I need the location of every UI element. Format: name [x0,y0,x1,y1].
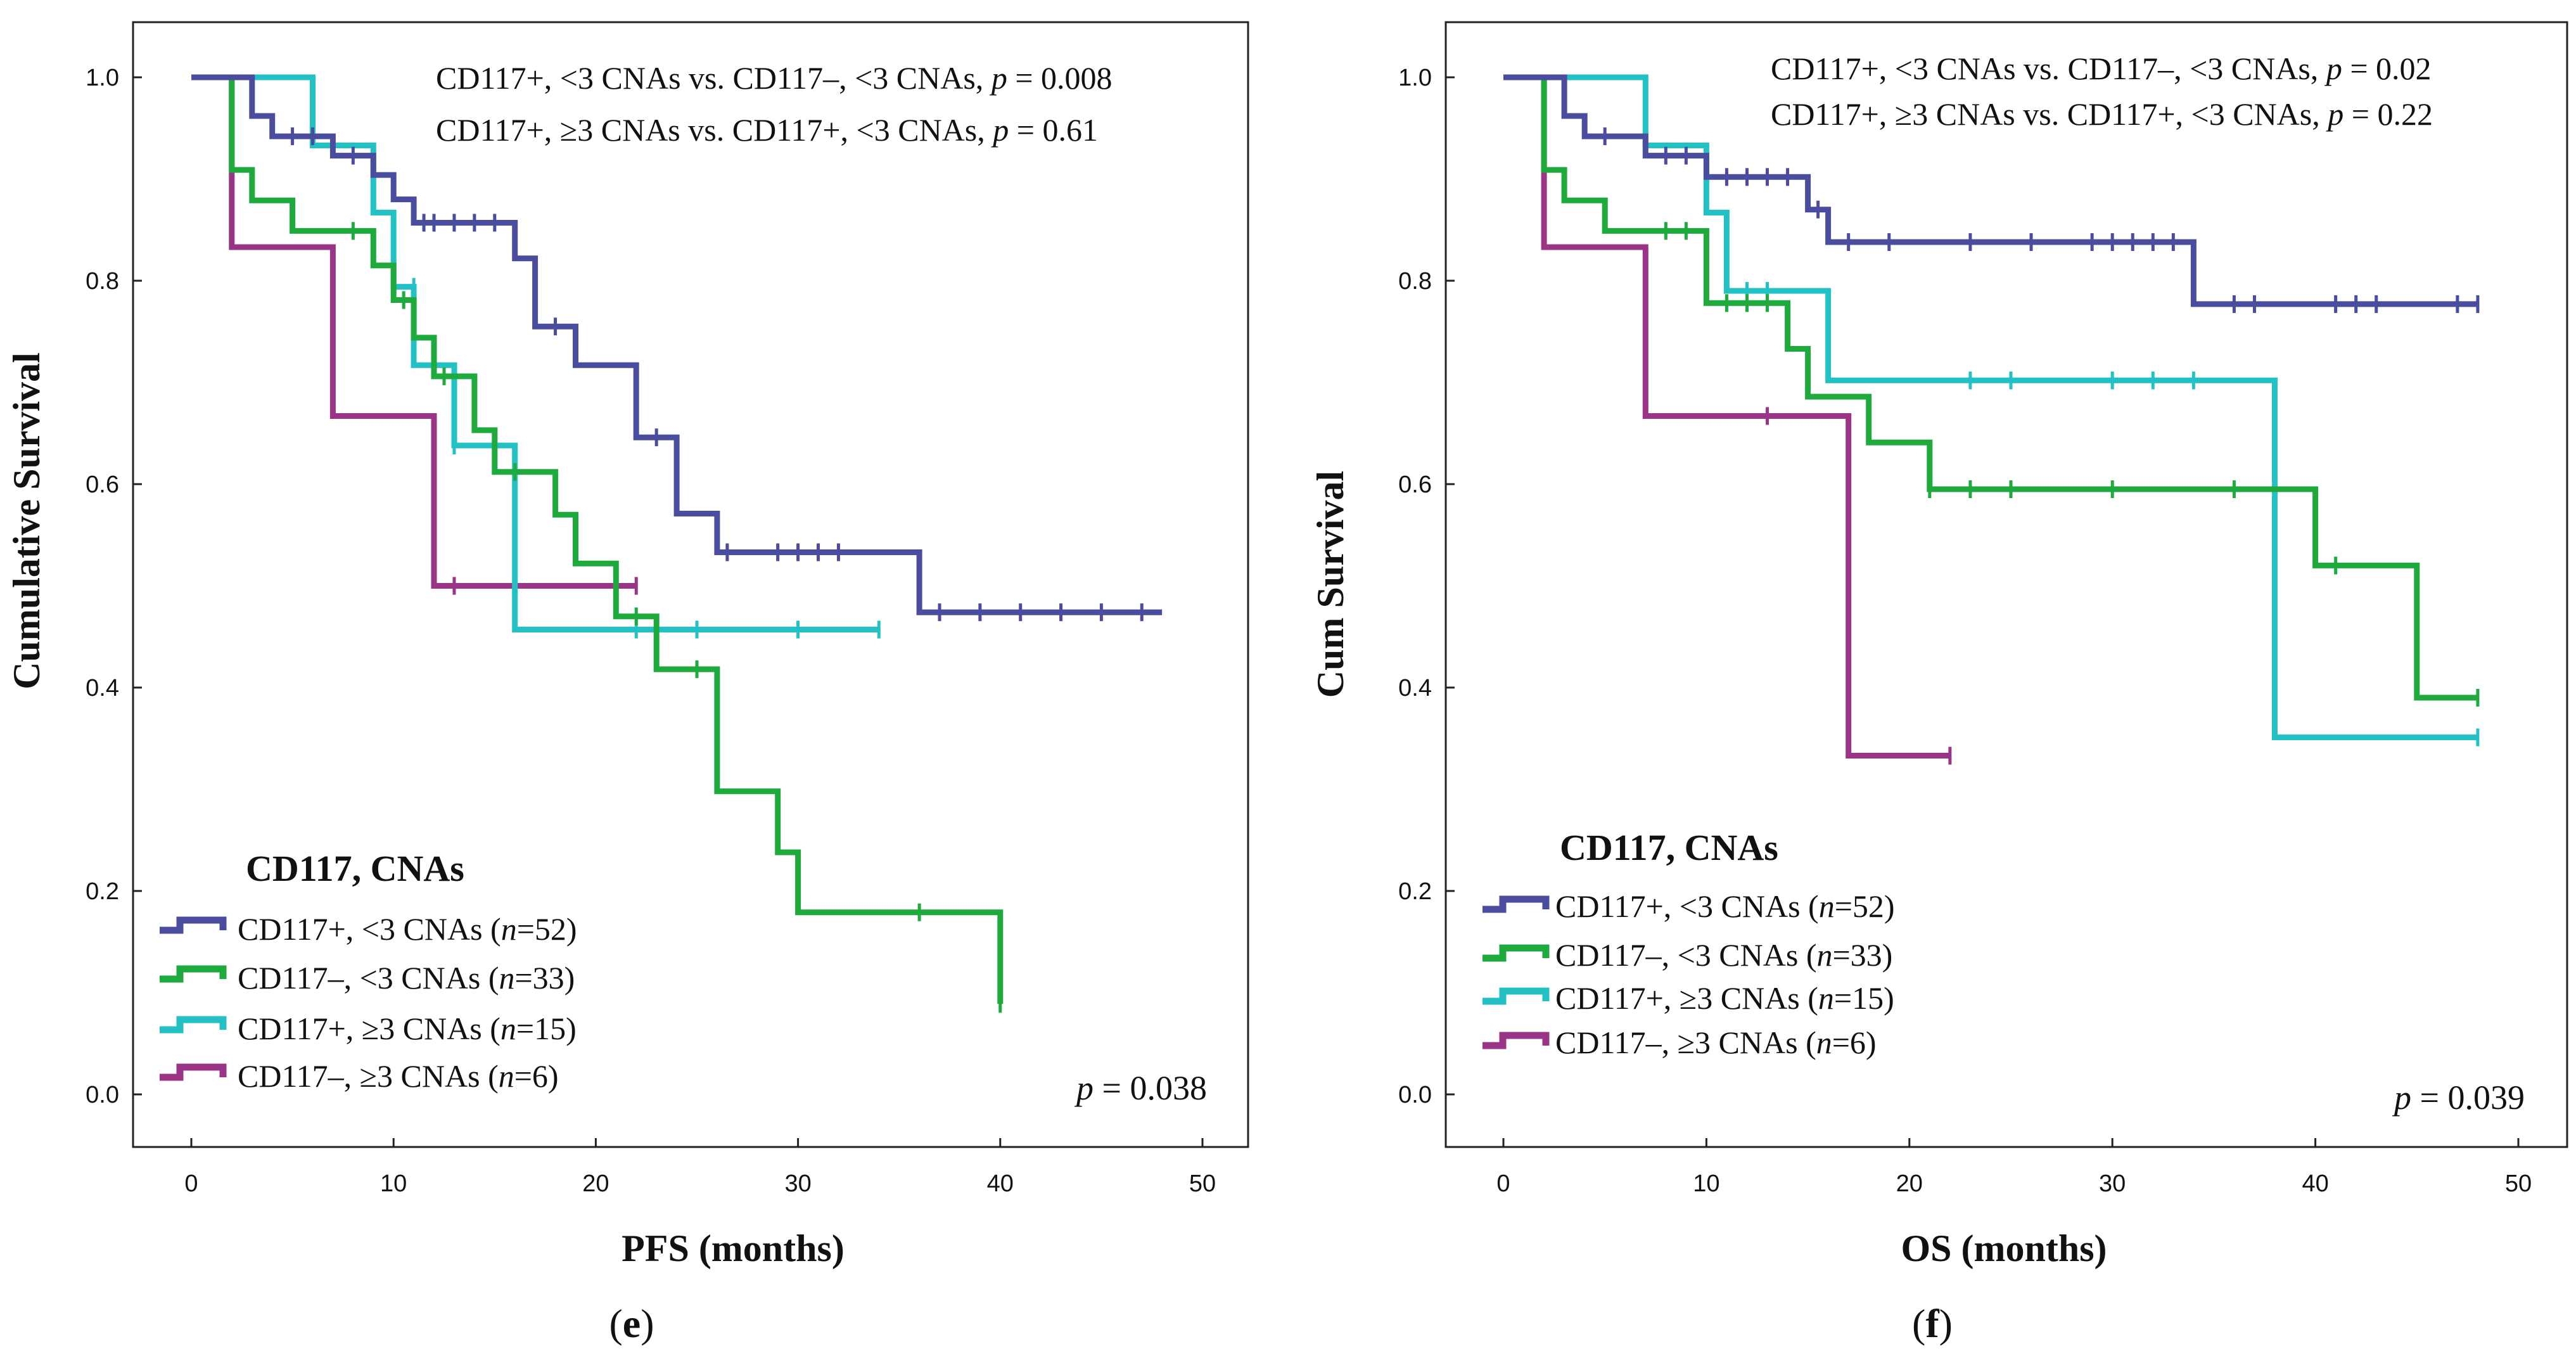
panel-f-x-tick-label: 10 [1693,1170,1719,1197]
panel-f-legend-label-2: CD117–, <3 CNAs (n=33) [1555,937,1892,973]
panel-e-y-tick-label: 0.4 [86,675,119,701]
panel-e-legend-swatch-1 [160,916,227,934]
panel-f-legend-label-3: CD117+, ≥3 CNAs (n=15) [1555,980,1894,1016]
panel-e-legend-swatch-2 [160,965,227,983]
panel-e-frame [132,21,1249,1148]
panel-f-x-tick-label: 50 [2505,1170,2532,1197]
panel-e-overall-p-value: p = 0.038 [1074,1069,1207,1107]
panel-f-curve-cd117-3-cnas [1503,74,2478,701]
panel-e-legend-label-3: CD117+, ≥3 CNAs (n=15) [238,1011,577,1046]
panel-f-legend: CD117, CNAs CD117+, <3 CNAs (n=52) CD117… [1482,827,1895,1060]
panel-e-label: (e) [609,1301,654,1346]
panel-e-axes: 0.0 0.2 0.4 0.6 0.8 1.0 0 10 20 30 40 50 [86,65,1216,1197]
panel-e-curves [191,74,1163,1013]
panel-f-legend-label-1: CD117+, <3 CNAs (n=52) [1555,888,1895,924]
panel-e-x-tick-label: 10 [380,1170,407,1197]
panel-e-x-tick-label: 50 [1189,1170,1216,1197]
panel-f-y-tick-label: 0.4 [1398,675,1432,701]
panel-e-y-tick-label: 0.2 [86,878,119,905]
panel-f-label: (f) [1912,1301,1953,1346]
panel-f-x-axis-title: OS (months) [1901,1227,2107,1269]
panel-e-y-tick-label: 0.6 [86,471,119,498]
panel-f-legend-label-4: CD117–, ≥3 CNAs (n=6) [1555,1025,1877,1060]
panel-f-y-axis-title: Cum Survival [1310,471,1351,698]
panel-f-overall-p-value: p = 0.039 [2392,1079,2525,1117]
panel-f-legend-swatch-4 [1482,1032,1550,1049]
panel-e-y-tick-label: 0.0 [86,1082,119,1108]
panel-e-x-tick-label: 0 [184,1170,198,1197]
panel-f-y-tick-label: 0.0 [1398,1082,1432,1108]
panel-f-y-tick-label: 0.6 [1398,471,1432,498]
panel-e-comparison-2: CD117+, ≥3 CNAs vs. CD117+, <3 CNAs, p =… [436,112,1098,148]
panel-f-comparison-2: CD117+, ≥3 CNAs vs. CD117+, <3 CNAs, p =… [1771,96,2433,132]
panel-e-y-tick-label: 0.8 [86,268,119,295]
panel-f-legend-swatch-3 [1482,987,1550,1005]
panel-e: 0.0 0.2 0.4 0.6 0.8 1.0 0 10 20 30 40 50 PFS (month… [6,21,1249,1346]
panel-e-curve-cd117-3-cnas [191,74,1004,1004]
panel-f-y-tick-label: 0.8 [1398,268,1432,295]
panel-e-legend-swatch-3 [160,1016,227,1034]
panel-f: 0.0 0.2 0.4 0.6 0.8 1.0 0 10 20 30 40 50 OS (months… [1310,21,2568,1346]
panel-f-legend-swatch-1 [1482,895,1550,913]
panel-f-x-tick-label: 40 [2302,1170,2328,1197]
panel-e-y-axis-title: Cumulative Survival [6,352,48,689]
panel-f-x-tick-label: 0 [1496,1170,1510,1197]
panel-f-curve-cd117-3-cnas [1503,74,2478,307]
panel-e-legend-label-2: CD117–, <3 CNAs (n=33) [238,960,575,996]
panel-f-curves [1503,74,2480,765]
panel-e-x-tick-label: 30 [784,1170,811,1197]
panel-e-legend-label-4: CD117–, ≥3 CNAs (n=6) [238,1058,559,1094]
panel-e-legend-swatch-4 [160,1063,227,1081]
panel-f-curve-cd117-3-cnas [1503,74,2478,741]
panel-f-legend-title: CD117, CNAs [1560,827,1778,868]
panel-e-x-axis-title: PFS (months) [622,1227,845,1269]
panel-e-y-tick-label: 1.0 [86,65,119,91]
panel-f-x-tick-label: 30 [2099,1170,2126,1197]
panel-f-comparison-1: CD117+, <3 CNAs vs. CD117–, <3 CNAs, p =… [1771,51,2432,86]
panel-e-x-tick-label: 20 [582,1170,609,1197]
panel-e-comparison-1: CD117+, <3 CNAs vs. CD117–, <3 CNAs, p =… [436,60,1113,96]
panel-f-axes: 0.0 0.2 0.4 0.6 0.8 1.0 0 10 20 30 40 50 [1398,65,2532,1197]
panel-e-legend-title: CD117, CNAs [246,848,464,889]
panel-f-y-tick-label: 0.2 [1398,878,1432,905]
panel-f-x-tick-label: 20 [1896,1170,1923,1197]
panel-e-curve-cd117-3-cnas [191,74,1163,615]
panel-f-legend-swatch-2 [1482,944,1550,962]
panel-e-x-tick-label: 40 [987,1170,1014,1197]
panel-f-y-tick-label: 1.0 [1398,65,1432,91]
panel-e-legend-label-1: CD117+, <3 CNAs (n=52) [238,911,577,947]
panel-f-frame [1444,21,2568,1148]
panel-e-legend: CD117, CNAs CD117+, <3 CNAs (n=52) CD117… [160,848,577,1094]
